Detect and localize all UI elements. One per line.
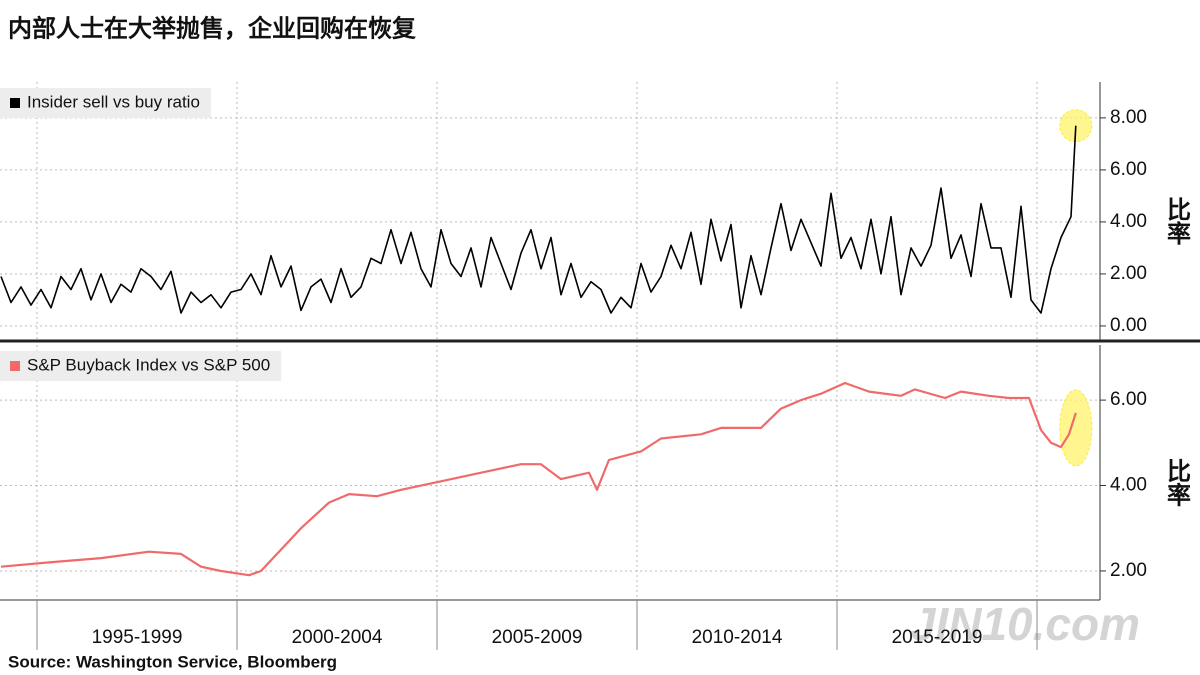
legend-swatch <box>10 361 20 371</box>
watermark: JIN10.com <box>910 598 1140 650</box>
legend-box <box>0 88 211 118</box>
y-tick-label: 0.00 <box>1110 315 1147 336</box>
legend-swatch <box>10 98 20 108</box>
y-tick-label: 4.00 <box>1110 211 1147 232</box>
y-tick-label: 2.00 <box>1110 263 1147 284</box>
source-note: Source: Washington Service, Bloomberg <box>8 652 337 671</box>
highlight <box>1059 109 1093 143</box>
y-axis-label: 比率 <box>1163 459 1191 507</box>
x-tick-label: 2015-2019 <box>892 627 983 648</box>
x-tick-label: 2005-2009 <box>492 627 583 648</box>
y-tick-label: 6.00 <box>1110 389 1147 410</box>
x-tick-label: 1995-1999 <box>92 627 183 648</box>
y-tick-label: 8.00 <box>1110 107 1147 128</box>
legend-label: S&P Buyback Index vs S&P 500 <box>27 355 270 374</box>
y-tick-label: 6.00 <box>1110 159 1147 180</box>
highlight <box>1059 389 1093 467</box>
legend-box <box>0 351 282 381</box>
line-series <box>0 125 1077 314</box>
legend-label: Insider sell vs buy ratio <box>27 92 200 111</box>
y-tick-label: 2.00 <box>1110 560 1147 581</box>
x-tick-label: 2000-2004 <box>292 627 383 648</box>
line-series <box>0 381 1077 577</box>
x-tick-label: 2010-2014 <box>692 627 783 648</box>
y-axis-label: 比率 <box>1163 197 1191 245</box>
chart-title: 内部人士在大举抛售，企业回购在恢复 <box>8 14 417 42</box>
y-tick-label: 4.00 <box>1110 475 1147 496</box>
